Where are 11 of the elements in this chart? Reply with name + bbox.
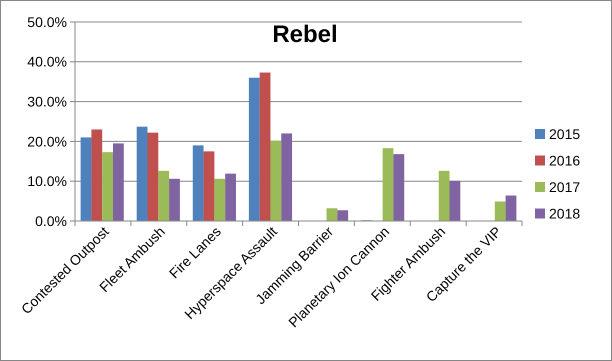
y-tick-label: 0.0% [35, 212, 67, 229]
y-tick-label: 30.0% [27, 94, 67, 110]
y-tick-label: 40.0% [27, 54, 67, 70]
legend-label: 2016 [549, 152, 580, 168]
legend-label: 2017 [549, 178, 580, 195]
y-tick-label: 50.0% [27, 14, 67, 30]
chart-title: Rebel [272, 21, 338, 48]
legend-label: 2015 [549, 126, 580, 142]
legend-label: 2018 [549, 205, 580, 222]
y-tick-label: 10.0% [27, 173, 67, 190]
y-tick-label: 20.0% [27, 133, 67, 150]
